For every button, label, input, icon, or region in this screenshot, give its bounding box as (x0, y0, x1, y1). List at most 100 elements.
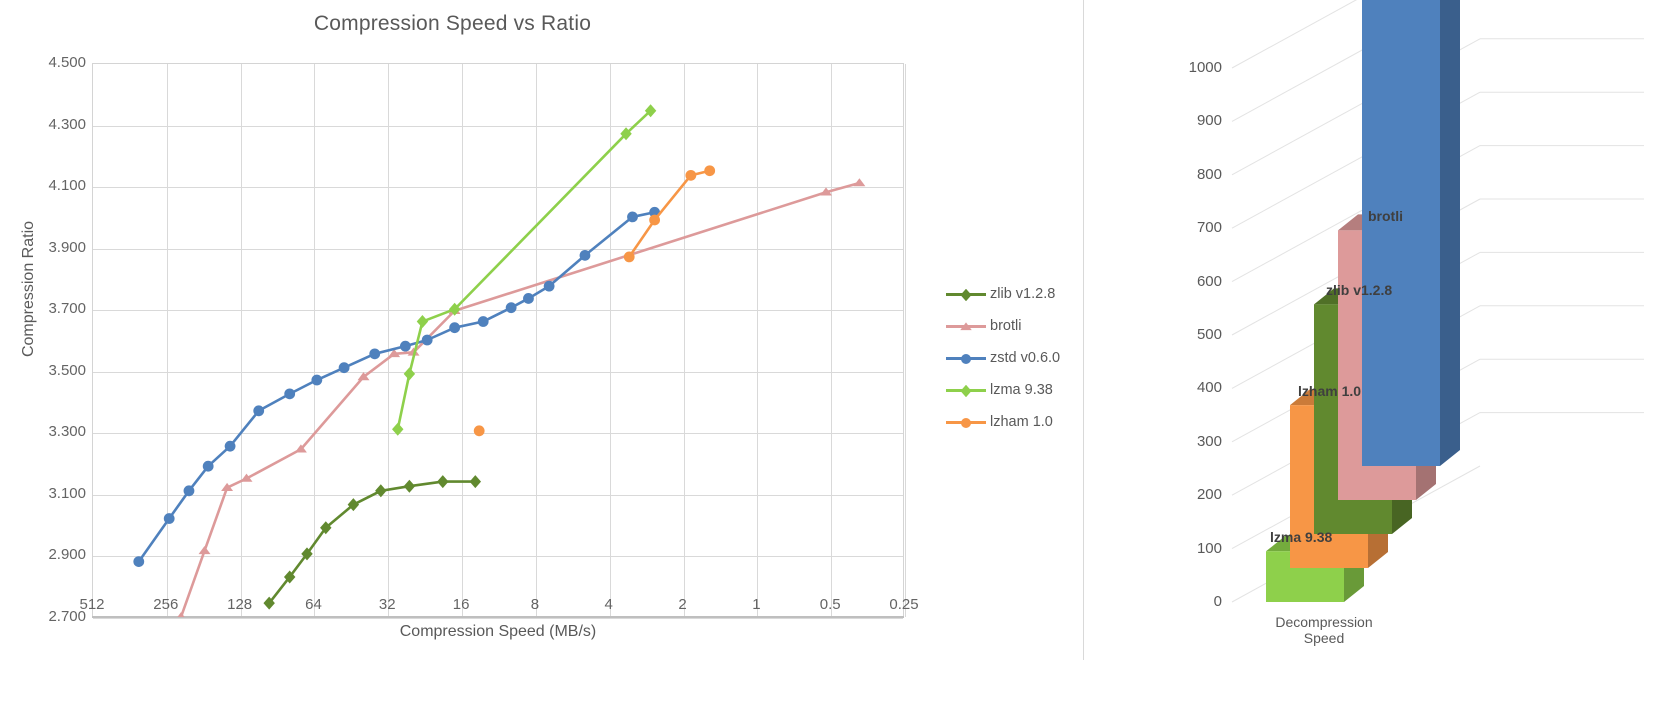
data-point (961, 418, 971, 428)
x-gridline (462, 64, 464, 617)
y-tick-label: 3.700 (48, 300, 86, 318)
data-point (820, 187, 832, 196)
legend-item-zstd[interactable]: zstd v0.6.0 (946, 342, 1081, 374)
x-gridline (240, 64, 242, 617)
data-point (177, 612, 185, 617)
legend-item-zlib[interactable]: zlib v1.2.8 (946, 278, 1081, 310)
data-point (224, 440, 236, 452)
legend-item-label: brotli (990, 318, 1022, 334)
series-brotli (177, 178, 866, 617)
data-point (133, 556, 145, 567)
data-point (505, 302, 517, 314)
circle-marker-icon (961, 354, 971, 364)
series-line (396, 109, 652, 431)
x-gridline (535, 64, 537, 617)
x-gridline (905, 64, 906, 617)
data-point (623, 251, 635, 263)
series-line (137, 210, 656, 563)
x-tick-label: 8 (530, 596, 540, 613)
data-point (523, 293, 534, 304)
x-axis-ticks: 512 256 128 64 32 16 8 4 2 1 0.5 0.25 (79, 596, 918, 618)
series-unlabeled-point (473, 425, 485, 437)
x-gridline (609, 64, 611, 617)
compression-speed-vs-ratio-chart: Compression Speed vs Ratio 4.500 4.300 4.1… (20, 12, 1081, 640)
x-tick-label: 128 (227, 596, 253, 613)
y-gridline (93, 618, 903, 619)
data-point (338, 362, 350, 374)
bar-data-label: brotli (1368, 208, 1403, 225)
decompression-speed-chart: Decompression Speed 0 100 200 300 400 500 600 7… (1084, 0, 1670, 705)
bar-y-tick-label: 0 (1213, 593, 1222, 610)
bar-y-tick-label: 400 (1196, 379, 1222, 397)
bar-front-face (1362, 0, 1440, 466)
data-point (369, 348, 381, 360)
data-point (961, 354, 971, 364)
data-point (375, 484, 387, 498)
legend-item-label: lzham 1.0 (990, 414, 1053, 430)
data-point (421, 334, 433, 346)
data-point (416, 315, 429, 329)
x-tick-label: 2 (678, 596, 687, 613)
data-point (320, 521, 332, 535)
data-point (198, 545, 211, 555)
data-point (284, 388, 296, 400)
x-tick-label: 512 (79, 596, 105, 613)
data-point (403, 367, 416, 381)
y-gridline (93, 433, 903, 435)
chart-legend: zlib v1.2.8 brotli zstd v0.6.0 lzma 9.38 lzh… (946, 278, 1081, 438)
x-axis-title: Compression Speed (MB/s) (399, 623, 597, 640)
x-gridline (388, 64, 390, 617)
bar-y-tick-label: 500 (1196, 326, 1222, 343)
legend-item-brotli[interactable]: brotli (946, 310, 1081, 342)
y-gridline (93, 187, 903, 189)
bar-plot-area (1231, 0, 1644, 603)
data-point (627, 211, 638, 223)
data-point (960, 322, 972, 331)
bar-y-tick-label: 900 (1196, 112, 1222, 130)
y-gridline (93, 371, 903, 373)
data-point (473, 425, 485, 437)
x-gridline (683, 64, 685, 617)
data-point (183, 485, 195, 497)
legend-item-lzma[interactable]: lzma 9.38 (946, 374, 1081, 406)
data-point (704, 165, 716, 177)
series-lzham-1-0 (623, 165, 716, 263)
legend-marker-icon (946, 349, 986, 367)
data-point (960, 289, 972, 301)
data-point (347, 498, 360, 512)
data-point (437, 475, 449, 489)
circle-marker-icon (961, 418, 971, 428)
data-point (543, 280, 555, 292)
legend-item-label: zlib v1.2.8 (990, 286, 1056, 302)
bar-y-tick-label: 700 (1196, 219, 1222, 237)
x-gridline (166, 64, 168, 617)
bar-y-tick-label: 800 (1196, 165, 1222, 183)
series-lzma-9-38 (392, 104, 657, 436)
data-point (388, 349, 401, 358)
bar-gridline (1231, 0, 1358, 69)
bar-zstd[interactable] (1362, 0, 1460, 466)
legend-item-lzham[interactable]: lzham 1.0 (946, 406, 1081, 438)
legend-marker-icon (946, 317, 986, 335)
y-tick-label: 3.300 (48, 423, 86, 441)
y-gridline (93, 248, 903, 250)
diamond-marker-icon (960, 289, 972, 301)
y-tick-label: 4.300 (48, 115, 86, 133)
data-point (311, 374, 323, 386)
x-axis-line (92, 616, 904, 618)
x-tick-label: 0.25 (889, 596, 919, 613)
data-point (221, 482, 234, 492)
panel-divider (1083, 0, 1084, 660)
y-tick-label: 2.900 (48, 546, 86, 564)
y-gridline (93, 310, 903, 312)
x-tick-label: 256 (153, 596, 179, 613)
y-gridline (93, 125, 903, 127)
data-point (644, 104, 657, 118)
diamond-marker-icon (960, 385, 972, 397)
bar-data-label: lzma 9.38 (1270, 529, 1333, 546)
data-point (960, 385, 972, 397)
x-tick-label: 4 (604, 596, 613, 613)
data-point (477, 316, 489, 327)
series-line (627, 169, 711, 259)
